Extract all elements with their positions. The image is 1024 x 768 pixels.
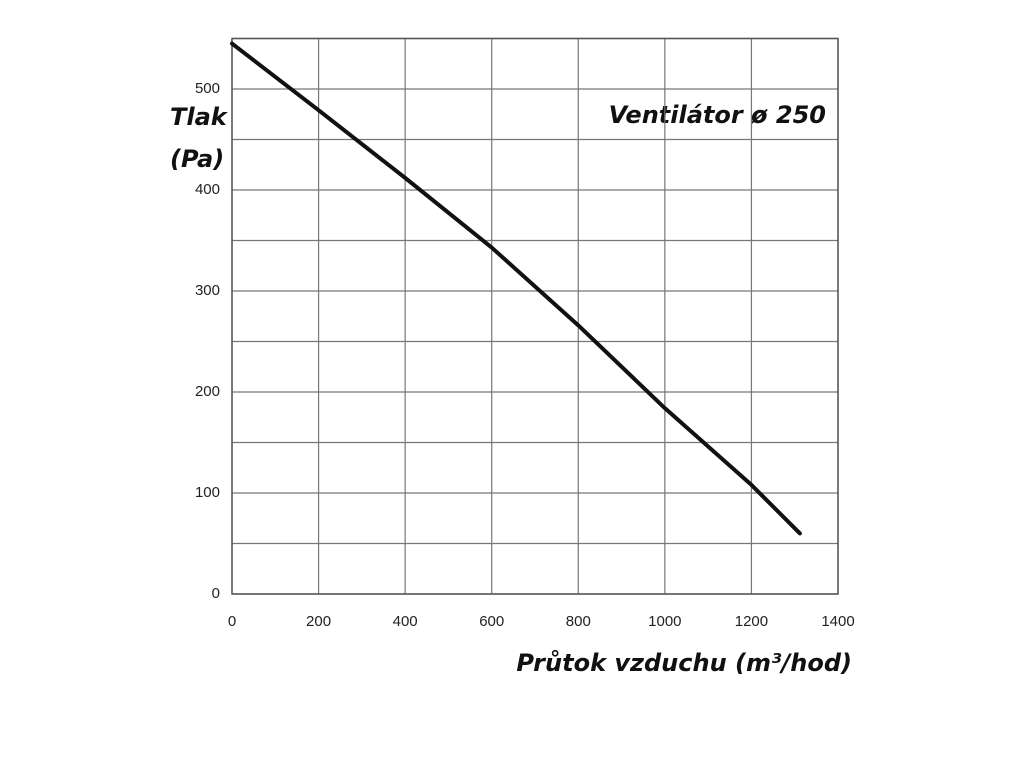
x-tick-label: 0: [228, 613, 236, 630]
y-tick-label: 100: [195, 484, 220, 501]
chart-title: Ventilátor ø 250: [609, 101, 826, 129]
y-tick-label: 300: [195, 282, 220, 299]
x-tick-label: 400: [393, 613, 418, 630]
x-axis-label: Průtok vzduchu (m³/hod): [516, 649, 852, 677]
x-tick-label: 800: [566, 613, 591, 630]
y-tick-label: 400: [195, 181, 220, 198]
x-tick-label: 1000: [648, 613, 681, 630]
y-axis-label: Tlak: [170, 103, 229, 131]
x-tick-label: 1400: [821, 613, 854, 630]
x-tick-label: 200: [306, 613, 331, 630]
x-tick-label: 1200: [735, 613, 768, 630]
y-tick-label: 500: [195, 80, 220, 97]
x-tick-label: 600: [479, 613, 504, 630]
plot-frame: [231, 37, 839, 595]
y-tick-label: 200: [195, 383, 220, 400]
y-axis-label: (Pa): [170, 145, 224, 173]
line: [230, 41, 802, 536]
y-tick-label: 0: [212, 585, 220, 602]
